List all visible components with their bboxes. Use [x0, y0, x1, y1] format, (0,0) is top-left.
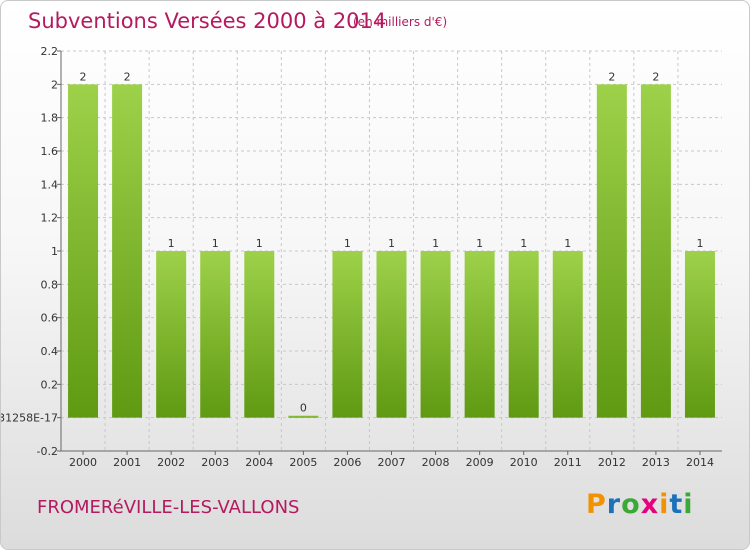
x-tick-label: 2004	[245, 456, 273, 469]
y-tick-label: -0.2	[37, 445, 58, 458]
bar-2008	[420, 251, 451, 418]
bar-value-label: 1	[212, 237, 219, 250]
bar-2005	[288, 415, 319, 418]
bar-value-label: 1	[696, 237, 703, 250]
x-tick-label: 2009	[466, 456, 494, 469]
bar-2003	[200, 251, 231, 418]
chart-title: Subventions Versées 2000 à 2014	[28, 9, 387, 33]
x-tick-label: 2006	[333, 456, 361, 469]
x-tick-label: 2014	[686, 456, 714, 469]
bar-value-label: 1	[344, 237, 351, 250]
y-tick-label: 1	[51, 245, 58, 258]
bar-value-label: 1	[168, 237, 175, 250]
bar-2002	[156, 251, 187, 418]
bar-value-label: 2	[652, 70, 659, 83]
bar-2012	[596, 84, 627, 418]
y-tick-label: 2	[51, 78, 58, 91]
logo-letter: i	[659, 489, 670, 520]
x-tick-label: 2010	[510, 456, 538, 469]
y-tick-label: 1.2	[41, 212, 59, 225]
x-tick-label: 2007	[378, 456, 406, 469]
bar-2001	[112, 84, 143, 418]
y-tick-label: 2.2	[41, 45, 59, 58]
logo-letter: i	[683, 489, 694, 520]
bar-2014	[684, 251, 715, 418]
bar-2006	[332, 251, 363, 418]
bar-2010	[508, 251, 539, 418]
bar-value-label: 1	[256, 237, 263, 250]
bar-2004	[244, 251, 275, 418]
bar-value-label: 1	[520, 237, 527, 250]
logo-letter: x	[640, 489, 660, 520]
bar-value-label: 1	[432, 237, 439, 250]
proxiti-logo: Proxiti	[586, 489, 694, 520]
bar-2013	[640, 84, 671, 418]
y-tick-label: 1.4	[41, 178, 59, 191]
x-tick-label: 2002	[157, 456, 185, 469]
x-tick-label: 2000	[69, 456, 97, 469]
bar-2000	[68, 84, 99, 418]
x-tick-label: 2012	[598, 456, 626, 469]
x-tick-label: 2003	[201, 456, 229, 469]
bar-2011	[552, 251, 583, 418]
logo-letter: P	[586, 489, 607, 520]
x-tick-label: 2008	[422, 456, 450, 469]
y-tick-label: 1.6	[41, 145, 59, 158]
logo-letter: t	[669, 489, 684, 520]
x-tick-label: 2001	[113, 456, 141, 469]
bar-value-label: 1	[564, 237, 571, 250]
logo-letter: r	[606, 489, 622, 520]
y-tick-label: 0.4	[41, 345, 59, 358]
y-tick-label: 1.8	[41, 112, 59, 125]
bar-2007	[376, 251, 407, 418]
y-tick-label: 5.5511151231258E-17	[1, 412, 58, 425]
y-tick-label: 0.8	[41, 278, 59, 291]
bar-value-label: 1	[476, 237, 483, 250]
x-tick-label: 2013	[642, 456, 670, 469]
commune-name: FROMERéVILLE-LES-VALLONS	[37, 497, 300, 518]
y-tick-label: 0.6	[41, 312, 59, 325]
chart-unit-note: (en milliers d'€)	[353, 15, 448, 29]
bar-value-label: 0	[300, 402, 307, 415]
bar-value-label: 2	[124, 70, 131, 83]
y-tick-label: 0.2	[41, 378, 59, 391]
bar-value-label: 2	[608, 70, 615, 83]
x-tick-label: 2005	[289, 456, 317, 469]
x-tick-label: 2011	[554, 456, 582, 469]
bar-value-label: 1	[388, 237, 395, 250]
bar-2009	[464, 251, 495, 418]
logo-letter: o	[621, 489, 641, 520]
bar-value-label: 2	[80, 70, 87, 83]
